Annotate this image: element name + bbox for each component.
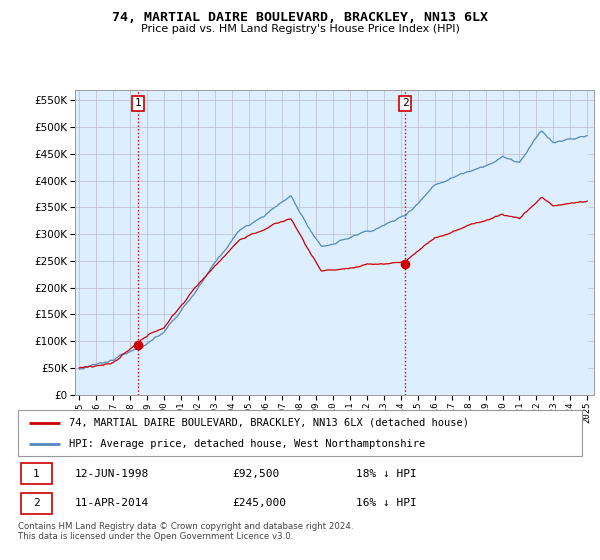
FancyBboxPatch shape xyxy=(21,463,52,484)
Text: HPI: Average price, detached house, West Northamptonshire: HPI: Average price, detached house, West… xyxy=(69,439,425,449)
Text: 12-JUN-1998: 12-JUN-1998 xyxy=(74,469,149,479)
Text: Price paid vs. HM Land Registry's House Price Index (HPI): Price paid vs. HM Land Registry's House … xyxy=(140,24,460,34)
Text: Contains HM Land Registry data © Crown copyright and database right 2024.
This d: Contains HM Land Registry data © Crown c… xyxy=(18,522,353,542)
Text: £92,500: £92,500 xyxy=(232,469,280,479)
Text: 16% ↓ HPI: 16% ↓ HPI xyxy=(356,498,417,508)
Text: 18% ↓ HPI: 18% ↓ HPI xyxy=(356,469,417,479)
Text: 1: 1 xyxy=(134,99,141,108)
Text: 11-APR-2014: 11-APR-2014 xyxy=(74,498,149,508)
Text: 2: 2 xyxy=(33,498,40,508)
FancyBboxPatch shape xyxy=(18,410,582,456)
Text: 74, MARTIAL DAIRE BOULEVARD, BRACKLEY, NN13 6LX: 74, MARTIAL DAIRE BOULEVARD, BRACKLEY, N… xyxy=(112,11,488,24)
Text: £245,000: £245,000 xyxy=(232,498,286,508)
Text: 2: 2 xyxy=(402,99,409,108)
Text: 74, MARTIAL DAIRE BOULEVARD, BRACKLEY, NN13 6LX (detached house): 74, MARTIAL DAIRE BOULEVARD, BRACKLEY, N… xyxy=(69,418,469,428)
FancyBboxPatch shape xyxy=(21,493,52,514)
Text: 1: 1 xyxy=(33,469,40,479)
